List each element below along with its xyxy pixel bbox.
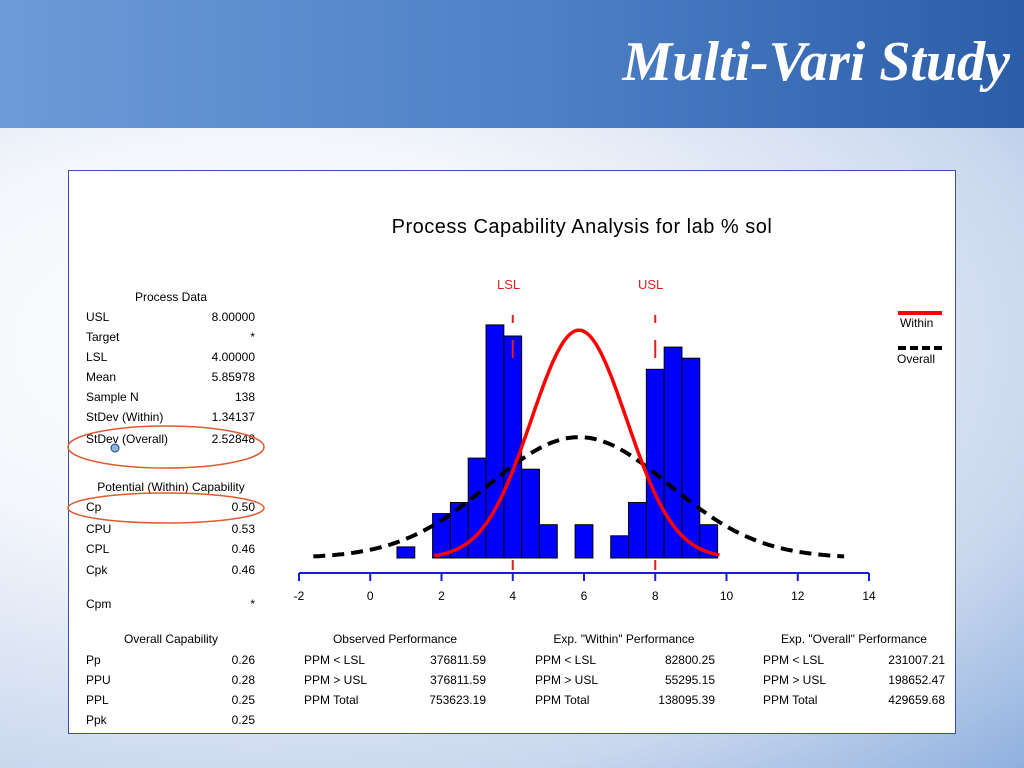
overall-capability-label: PPL [86, 693, 109, 707]
potential-capability-value: 0.50 [231, 500, 255, 514]
potential-capability-value: 0.53 [231, 522, 255, 536]
overall-performance-row: PPM Total 429659.68 [763, 693, 945, 709]
within-performance-heading: Exp. "Within" Performance [553, 632, 695, 646]
chart-panel [68, 170, 956, 734]
process-data-label: Target [86, 330, 120, 344]
overall-performance-row: PPM > USL 198652.47 [763, 673, 945, 689]
potential-capability-label: CPU [86, 522, 112, 536]
process-data-label: USL [86, 310, 110, 324]
process-data-value: * [250, 330, 255, 344]
within-performance-row: PPM Total 138095.39 [535, 693, 715, 709]
usl-label: USL [638, 277, 664, 292]
overall-performance-value: 231007.21 [888, 653, 945, 667]
chart-title: Process Capability Analysis for lab % so… [391, 216, 773, 238]
within-performance-label: PPM Total [535, 693, 590, 707]
overall-capability-label: Ppk [86, 713, 107, 727]
process-data-label: Mean [86, 370, 117, 384]
observed-performance-label: PPM > USL [304, 673, 368, 687]
potential-capability-row: Cpm * [86, 597, 255, 613]
process-data-value: 4.00000 [211, 350, 255, 364]
process-data-row: StDev (Within) 1.34137 [86, 410, 255, 426]
overall-performance-label: PPM < LSL [763, 653, 825, 667]
process-data-value: 1.34137 [211, 410, 255, 424]
slide-title: Multi-Vari Study [622, 31, 1010, 93]
lsl-label: LSL [497, 277, 521, 292]
observed-performance-label: PPM < LSL [304, 653, 366, 667]
process-data-label: StDev (Overall) [86, 432, 169, 446]
overall-capability-label: PPU [86, 673, 111, 687]
potential-capability-row: Cp 0.50 [86, 500, 255, 516]
legend-overall-swatch [898, 346, 942, 350]
within-performance-value: 138095.39 [658, 693, 715, 707]
overall-capability-row: PPU 0.28 [86, 673, 255, 689]
potential-capability-row: Cpk 0.46 [86, 563, 255, 579]
overall-capability-value: 0.25 [231, 713, 255, 727]
overall-capability-row: Ppk 0.25 [86, 713, 255, 729]
potential-capability-label: CPL [86, 542, 110, 556]
potential-capability-label: Cp [86, 500, 102, 514]
overall-performance-heading: Exp. "Overall" Performance [781, 632, 927, 646]
observed-performance-value: 753623.19 [429, 693, 486, 707]
process-data-row: Sample N 138 [86, 390, 255, 406]
process-data-value: 8.00000 [211, 310, 255, 324]
potential-capability-value: 0.46 [231, 563, 255, 577]
process-data-row: LSL 4.00000 [86, 350, 255, 366]
process-data-row: USL 8.00000 [86, 310, 255, 326]
observed-performance-row: PPM Total 753623.19 [304, 693, 486, 709]
process-data-label: LSL [86, 350, 108, 364]
potential-capability-label: Cpm [86, 597, 112, 611]
observed-performance-row: PPM > USL 376811.59 [304, 673, 486, 689]
overall-performance-label: PPM Total [763, 693, 818, 707]
observed-performance-label: PPM Total [304, 693, 359, 707]
within-performance-value: 55295.15 [664, 673, 715, 687]
potential-capability-label: Cpk [86, 563, 108, 577]
potential-capability-heading: Potential (Within) Capability [97, 480, 245, 494]
potential-capability-row: CPU 0.53 [86, 522, 255, 538]
process-data-row: StDev (Overall) 2.52848 [86, 432, 255, 448]
overall-capability-heading: Overall Capability [123, 632, 219, 646]
legend-overall-label: Overall [897, 352, 936, 366]
overall-capability-row: Pp 0.26 [86, 653, 255, 669]
legend-within-swatch [898, 311, 942, 315]
process-data-value: 2.52848 [211, 432, 255, 446]
within-performance-row: PPM > USL 55295.15 [535, 673, 715, 689]
overall-performance-label: PPM > USL [763, 673, 827, 687]
within-performance-row: PPM < LSL 82800.25 [535, 653, 715, 669]
observed-performance-value: 376811.59 [430, 673, 486, 687]
overall-performance-value: 429659.68 [888, 693, 945, 707]
process-data-value: 138 [234, 390, 255, 404]
title-bar: Multi-Vari Study [0, 0, 1024, 128]
overall-performance-value: 198652.47 [888, 673, 945, 687]
within-performance-label: PPM > USL [535, 673, 599, 687]
overall-capability-label: Pp [86, 653, 101, 667]
process-data-heading: Process Data [134, 290, 208, 304]
process-data-label: StDev (Within) [86, 410, 164, 424]
process-data-row: Mean 5.85978 [86, 370, 255, 386]
observed-performance-heading: Observed Performance [332, 632, 458, 646]
potential-capability-value: 0.46 [231, 542, 255, 556]
process-data-row: Target * [86, 330, 255, 346]
overall-capability-row: PPL 0.25 [86, 693, 255, 709]
process-data-value: 5.85978 [211, 370, 255, 384]
potential-capability-row: CPL 0.46 [86, 542, 255, 558]
overall-capability-value: 0.26 [231, 653, 255, 667]
observed-performance-value: 376811.59 [430, 653, 486, 667]
overall-capability-value: 0.25 [231, 693, 255, 707]
observed-performance-row: PPM < LSL 376811.59 [304, 653, 486, 669]
within-performance-label: PPM < LSL [535, 653, 597, 667]
overall-capability-value: 0.28 [231, 673, 255, 687]
overall-performance-row: PPM < LSL 231007.21 [763, 653, 945, 669]
legend-within-label: Within [900, 316, 934, 330]
potential-capability-value: * [250, 597, 255, 611]
within-performance-value: 82800.25 [664, 653, 715, 667]
process-data-label: Sample N [86, 390, 139, 404]
